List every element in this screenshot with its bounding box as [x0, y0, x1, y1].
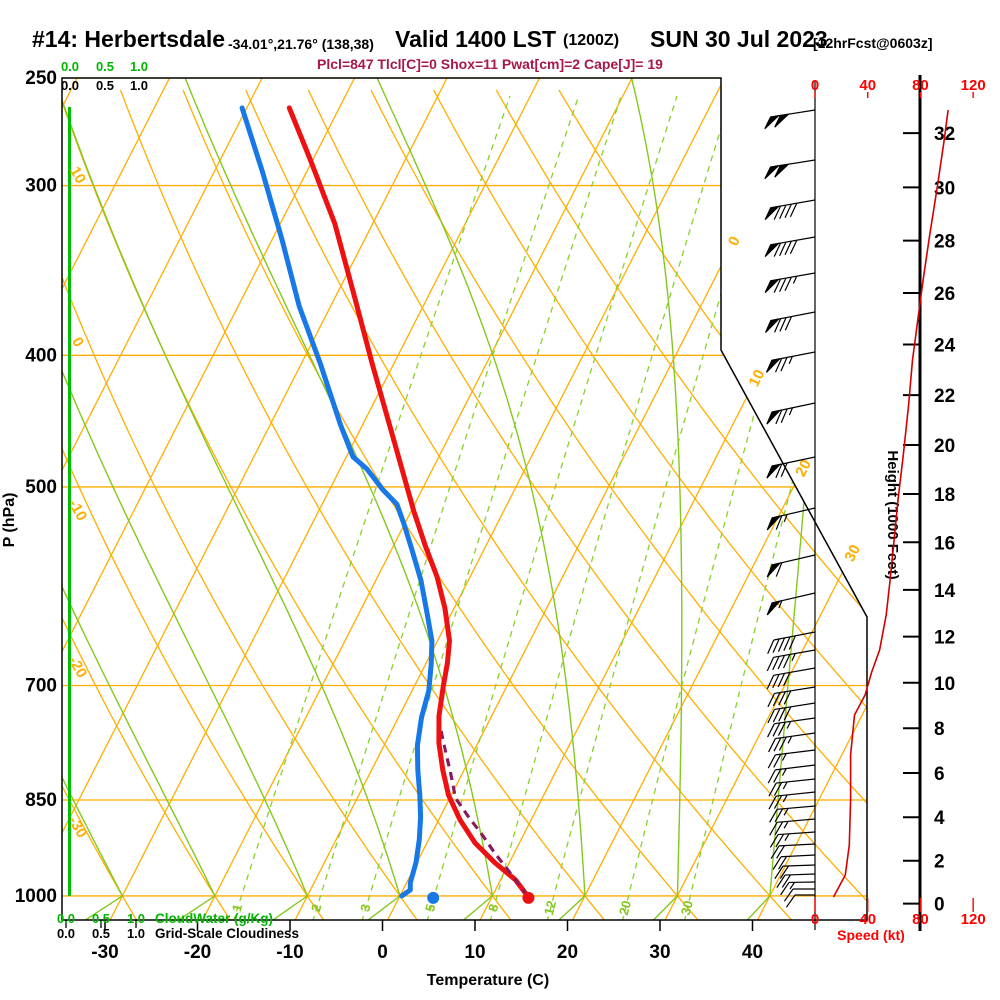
temp-tick-label: -20 — [184, 942, 211, 963]
isotherm-label: 20 — [792, 457, 815, 480]
isotherm-label: 10 — [746, 367, 769, 390]
pressure-tick-label: 1000 — [15, 886, 57, 907]
speed-axis-title: Speed (kt) — [837, 927, 905, 943]
wind-speed-profile — [832, 109, 949, 898]
pressure-tick-label: 400 — [25, 345, 57, 366]
cloudiness-scale-bottom: 0.5 — [92, 926, 110, 941]
temp-tick-label: 10 — [464, 942, 485, 963]
pressure-tick-label: 850 — [25, 790, 57, 811]
cloudiness-scale-bottom: 1.0 — [127, 926, 145, 941]
temp-tick-label: 0 — [377, 942, 388, 963]
dry-adiabat-label: 10 — [66, 164, 89, 187]
valid-date: SUN 30 Jul 2023 — [650, 26, 828, 52]
mixing-ratio-label: 2 — [308, 902, 324, 913]
forecast-tag: [12hrFcst@0603z] — [813, 35, 933, 51]
height-tick-label: 22 — [934, 386, 955, 407]
speed-tick-top: 40 — [859, 77, 876, 94]
height-tick-label: 18 — [934, 485, 955, 506]
temp-tick-label: 30 — [649, 942, 670, 963]
height-tick-label: 14 — [934, 581, 956, 602]
grid-lines — [62, 78, 867, 920]
pressure-tick-label: 300 — [25, 176, 57, 197]
cloudiness-scale-top: 0.0 — [61, 78, 79, 93]
station-title: #14: Herbertsdale — [32, 26, 226, 52]
surface-temp-dot — [522, 891, 535, 904]
height-tick-label: 2 — [934, 852, 945, 873]
mixing-ratio-label: 3 — [357, 902, 373, 913]
cloudiness-scale-bottom: 0.0 — [57, 926, 75, 941]
speed-tick-top: 120 — [961, 77, 986, 94]
temperature-axis-title: Temperature (C) — [427, 972, 549, 989]
temperature-curve — [286, 105, 530, 899]
height-tick-label: 16 — [934, 533, 955, 554]
speed-tick-top: 0 — [811, 77, 819, 94]
cloudwater-scale-bottom: 1.0 — [127, 911, 145, 926]
mixing-ratio-label: 1 — [229, 902, 245, 913]
height-tick-label: 6 — [934, 764, 945, 785]
mixing-ratio-label: 12 — [541, 899, 559, 917]
height-tick-label: 28 — [934, 232, 955, 253]
isotherm-label: 30 — [841, 542, 864, 565]
valid-time: Valid 1400 LST — [395, 26, 557, 52]
wind-barbs — [764, 109, 816, 908]
cloudiness-scale-top: 1.0 — [130, 78, 148, 93]
temp-tick-label: -10 — [276, 942, 303, 963]
height-tick-label: 24 — [934, 335, 956, 356]
cloudwater-scale-bottom: 0.5 — [92, 911, 110, 926]
pressure-axis-labels: 250 300 400 500 700 850 1000 — [15, 68, 57, 907]
cloud-scales: 0.00.00.00.00.50.50.50.51.01.01.01.0Clou… — [57, 59, 299, 941]
dewpoint-curve — [239, 105, 435, 899]
pressure-tick-label: 700 — [25, 675, 57, 696]
speed-tick-top: 80 — [912, 77, 929, 94]
cloudwater-axis-title: CloudWater (g/Kg) — [155, 911, 273, 926]
cloudwater-scale-top: 1.0 — [130, 59, 148, 74]
mixing-ratio-label: 20 — [616, 899, 634, 917]
valid-z-time: (1200Z) — [563, 32, 620, 49]
plot-frame — [61, 77, 868, 921]
mixing-ratio-label: 8 — [485, 902, 501, 913]
surface-dew-dot — [427, 891, 440, 904]
station-coords: -34.01°,21.76° (138,38) — [228, 36, 374, 52]
isotherm-label: 0 — [725, 234, 744, 249]
height-tick-label: 4 — [934, 808, 945, 829]
cloudwater-scale-top: 0.0 — [61, 59, 79, 74]
height-tick-label: 8 — [934, 719, 945, 740]
mixing-ratio-label: 30 — [678, 899, 696, 917]
speed-tick-bottom: 120 — [961, 911, 986, 928]
height-tick-label: 12 — [934, 628, 955, 649]
height-tick-label: 10 — [934, 674, 955, 695]
height-tick-label: 30 — [934, 178, 955, 199]
height-tick-label: 20 — [934, 436, 955, 457]
height-axis-title: Height (1000 Feet) — [884, 450, 901, 579]
pressure-tick-label: 500 — [25, 477, 57, 498]
temp-tick-label: 40 — [742, 942, 763, 963]
cloudwater-scale-top: 0.5 — [96, 59, 114, 74]
cloudiness-scale-top: 0.5 — [96, 78, 114, 93]
cloudwater-scale-bottom: 0.0 — [57, 911, 75, 926]
speed-tick-bottom: 40 — [859, 911, 876, 928]
mixing-ratio-label: 5 — [422, 902, 438, 913]
pressure-axis-title: P (hPa) — [1, 493, 18, 548]
pressure-tick-label: 250 — [25, 68, 57, 89]
temp-tick-label: -30 — [91, 942, 118, 963]
cloudiness-axis-title: Grid-Scale Cloudiness — [155, 926, 299, 941]
speed-tick-bottom: 0 — [811, 911, 819, 928]
speed-tick-bottom: 80 — [912, 911, 929, 928]
temperature-axis-labels: -30 -20 -10 0 10 20 30 40 Temperature (C) — [91, 920, 763, 989]
sounding-indices: Plcl=847 Tlcl[C]=0 Shox=11 Pwat[cm]=2 Ca… — [317, 56, 663, 72]
height-tick-label: 26 — [934, 284, 955, 305]
height-tick-label: 0 — [934, 895, 945, 916]
temp-tick-label: 20 — [557, 942, 578, 963]
parcel-path-lower — [445, 756, 529, 897]
mixing-ratio-labels: 1 2 3 5 8 12 20 30 — [229, 899, 696, 917]
